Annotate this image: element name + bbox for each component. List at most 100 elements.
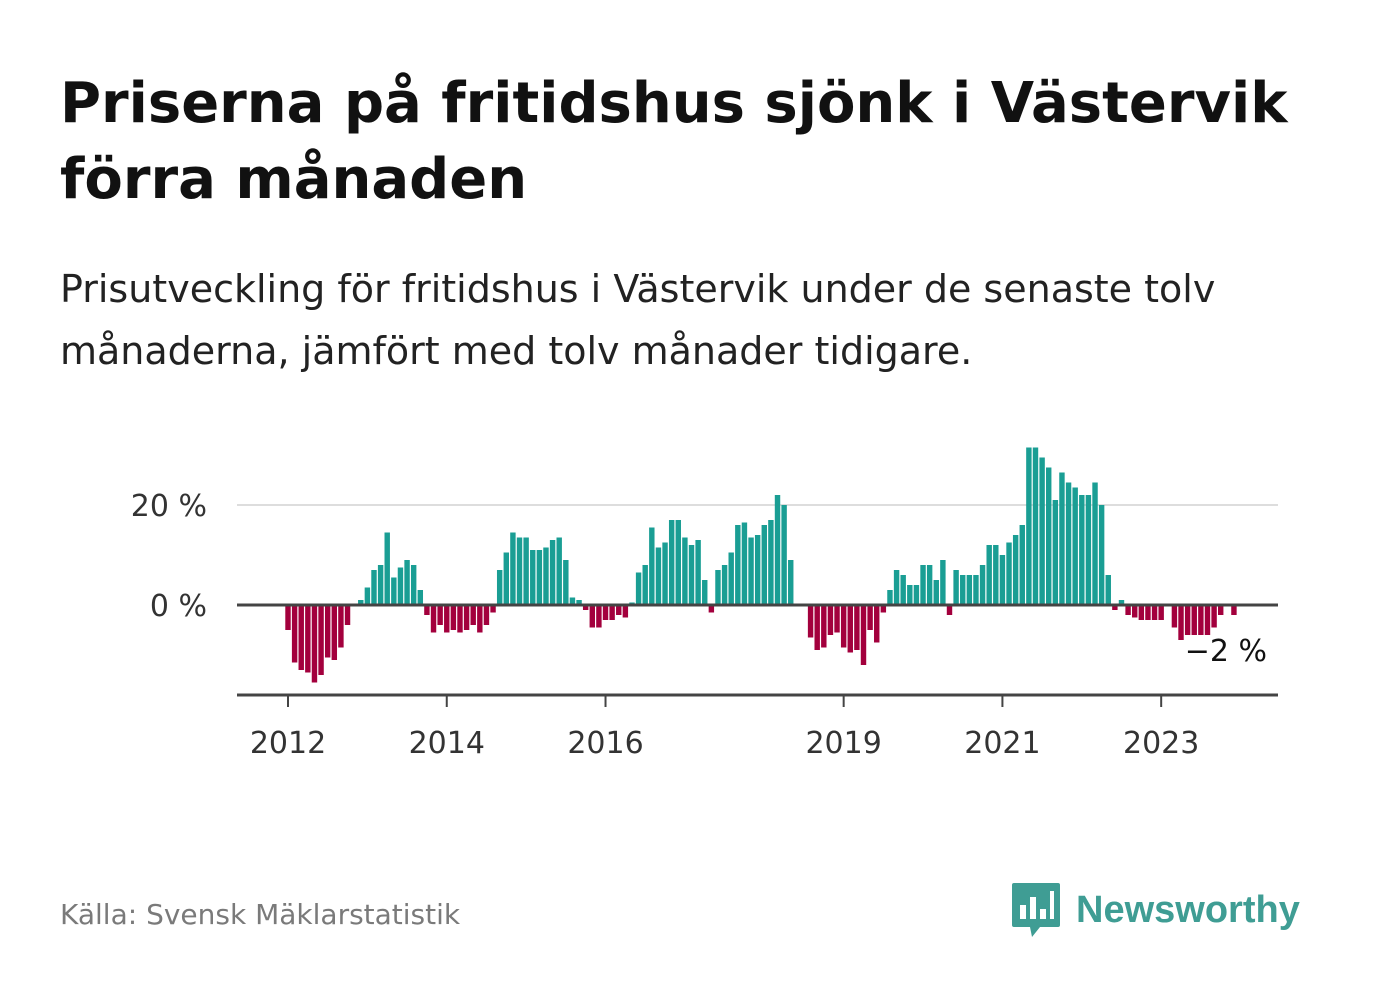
bar xyxy=(741,522,748,605)
bar xyxy=(404,560,410,605)
bar xyxy=(589,605,595,628)
bar xyxy=(523,537,529,605)
bar xyxy=(1026,447,1032,605)
bar xyxy=(834,605,840,633)
bar xyxy=(311,605,318,683)
bar xyxy=(761,525,767,605)
bar xyxy=(563,560,569,605)
bar xyxy=(622,605,629,618)
bar xyxy=(715,570,721,605)
bar xyxy=(721,565,728,605)
bar xyxy=(1092,482,1098,605)
bar xyxy=(821,605,827,648)
bar xyxy=(1012,535,1019,605)
bar xyxy=(847,605,853,653)
last-value-label: −2 % xyxy=(1185,634,1267,669)
bar xyxy=(543,547,549,605)
x-tick-label: 2014 xyxy=(409,726,485,761)
bar xyxy=(305,605,311,673)
bar xyxy=(1178,605,1184,640)
bar xyxy=(1204,605,1211,635)
bar xyxy=(496,570,503,605)
source-note: Källa: Svensk Mäklarstatistik xyxy=(60,898,461,931)
bar xyxy=(417,590,424,605)
bar xyxy=(1118,600,1125,605)
bar xyxy=(807,605,814,638)
bar xyxy=(437,605,443,625)
bar xyxy=(1184,605,1191,635)
bar xyxy=(582,605,589,610)
bar xyxy=(781,505,787,605)
bar xyxy=(338,605,344,648)
bar xyxy=(649,527,655,605)
bar xyxy=(424,605,430,615)
bar xyxy=(616,605,622,615)
bar xyxy=(748,537,754,605)
bar xyxy=(920,565,926,605)
bar xyxy=(1198,605,1204,635)
y-tick-label: 20 % xyxy=(131,489,207,524)
bar xyxy=(556,537,562,605)
bar xyxy=(1105,575,1111,605)
bar xyxy=(979,565,986,605)
bar xyxy=(900,575,906,605)
bar xyxy=(450,605,457,630)
bar xyxy=(986,545,992,605)
x-tick-label: 2019 xyxy=(805,726,881,761)
bar xyxy=(768,520,774,605)
bar xyxy=(576,600,582,605)
bar xyxy=(358,600,364,605)
bar xyxy=(1191,605,1197,635)
bar xyxy=(609,605,615,620)
bar xyxy=(344,605,351,625)
bar xyxy=(814,605,820,650)
bar xyxy=(384,532,390,605)
bar xyxy=(444,605,450,633)
bar xyxy=(1052,500,1059,605)
bar xyxy=(318,605,324,675)
bar xyxy=(1112,605,1118,610)
x-tick-label: 2012 xyxy=(250,726,326,761)
bar xyxy=(827,605,834,635)
y-tick-label: 0 % xyxy=(150,589,207,624)
bar xyxy=(1006,542,1012,605)
bar xyxy=(1218,605,1224,615)
bar xyxy=(695,540,701,605)
bar xyxy=(973,575,979,605)
bar xyxy=(993,545,999,605)
bar xyxy=(1065,482,1072,605)
bar xyxy=(477,605,483,633)
bar xyxy=(1072,487,1078,605)
brand-logo[interactable]: Newsworthy xyxy=(1010,880,1300,940)
bar xyxy=(642,565,648,605)
bar xyxy=(1151,605,1158,620)
y-axis-ticks: 0 % 20 % xyxy=(131,489,207,624)
bar xyxy=(1032,447,1039,605)
bar xyxy=(1171,605,1178,628)
bar xyxy=(298,605,304,670)
bar xyxy=(854,605,860,650)
bar xyxy=(285,605,291,630)
bar xyxy=(470,605,476,625)
bar xyxy=(1138,605,1145,620)
bar xyxy=(1158,605,1164,620)
bar xyxy=(893,570,900,605)
bar xyxy=(377,565,384,605)
bar xyxy=(953,570,959,605)
bar xyxy=(1211,605,1217,628)
bar xyxy=(840,605,847,648)
bar xyxy=(516,537,523,605)
bar xyxy=(887,590,893,605)
bar xyxy=(463,605,470,630)
bar xyxy=(1098,505,1105,605)
bar xyxy=(966,575,973,605)
bar xyxy=(1079,495,1085,605)
bar xyxy=(999,555,1006,605)
bar xyxy=(1019,525,1025,605)
x-tick-label: 2023 xyxy=(1123,726,1199,761)
bar xyxy=(675,520,681,605)
bar xyxy=(708,605,715,613)
x-axis-ticks: 2012 2014 2016 2019 2021 2023 xyxy=(250,695,1199,761)
bar xyxy=(788,560,794,605)
bar xyxy=(728,552,734,605)
